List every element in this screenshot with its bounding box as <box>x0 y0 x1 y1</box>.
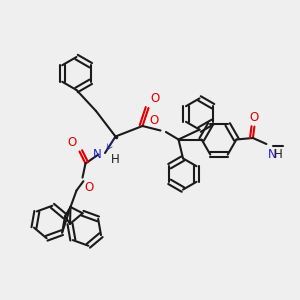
Text: O: O <box>67 136 76 149</box>
Text: O: O <box>84 181 93 194</box>
Text: H: H <box>110 153 119 166</box>
Text: O: O <box>150 114 159 127</box>
Text: O: O <box>250 111 259 124</box>
Text: O: O <box>150 92 159 105</box>
Text: H: H <box>274 148 283 161</box>
Text: N: N <box>93 148 102 161</box>
Text: N: N <box>268 148 277 161</box>
